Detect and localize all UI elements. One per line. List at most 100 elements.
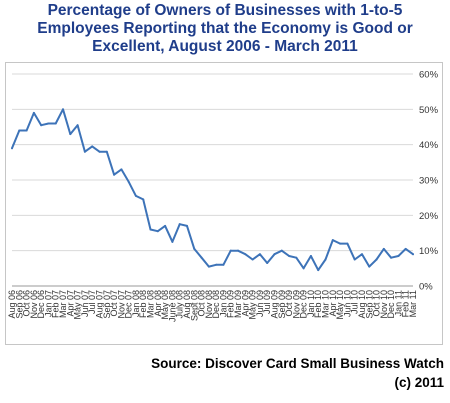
x-tick-label: Jan 09 [218, 290, 228, 317]
data-point [215, 263, 218, 266]
data-point [47, 122, 50, 125]
x-tick-label: May 10 [335, 290, 345, 320]
x-tick-label: Feb 07 [51, 290, 61, 318]
x-tick-label: Jan 08 [131, 290, 141, 317]
x-tick-label: Nov 10 [379, 290, 389, 319]
data-point [40, 124, 43, 127]
data-point [171, 240, 174, 243]
x-tick-label: Jul 07 [87, 290, 97, 314]
data-point [339, 242, 342, 245]
x-tick-label: Jan 10 [306, 290, 316, 317]
data-point [295, 256, 298, 259]
data-point [185, 224, 188, 227]
y-tick-label: 50% [419, 105, 439, 116]
data-point [76, 124, 79, 127]
x-tick-label: July 08 [175, 290, 185, 319]
x-tick-label: May 08 [160, 290, 170, 320]
data-point [134, 194, 137, 197]
data-point [127, 180, 130, 183]
data-point [113, 173, 116, 176]
x-tick-label: Apr 09 [240, 290, 250, 317]
data-point [18, 129, 21, 132]
data-point [244, 253, 247, 256]
data-point [273, 253, 276, 256]
data-point [309, 254, 312, 257]
data-point [229, 249, 232, 252]
data-point [178, 223, 181, 226]
x-tick-label: Oct 08 [197, 290, 207, 317]
data-point [207, 265, 210, 268]
data-point [360, 253, 363, 256]
data-point [251, 258, 254, 261]
data-point [11, 147, 13, 150]
x-tick-label: Aug 06 [7, 290, 17, 319]
x-tick-label: Feb 10 [313, 290, 323, 318]
data-point [302, 267, 305, 270]
x-tick-label: Sep 10 [364, 290, 374, 319]
x-tick-label: Jun 07 [80, 290, 90, 317]
data-point [317, 269, 320, 272]
data-point [193, 247, 196, 250]
chart-title-line: Percentage of Owners of Businesses with … [47, 2, 403, 19]
x-tick-label: Jan 11 [393, 290, 403, 316]
data-point [404, 247, 407, 250]
x-tick-label: Apr 10 [328, 290, 338, 317]
x-tick-label: Sept 08 [189, 290, 199, 321]
data-point [222, 263, 225, 266]
x-tick-label: Apr 08 [153, 290, 163, 317]
y-tick-label: 40% [419, 140, 439, 151]
data-point [25, 129, 28, 132]
data-point [200, 256, 203, 259]
x-tick-label: Dec 08 [211, 290, 221, 319]
copyright-note: (c) 2011 [394, 375, 444, 390]
x-tick-label: Feb 11 [401, 290, 411, 317]
data-point [280, 249, 283, 252]
data-point [69, 133, 72, 136]
chart-title-line: Excellent, August 2006 - March 2011 [92, 38, 358, 55]
chart-title: Percentage of Owners of Businesses with … [0, 2, 450, 56]
y-tick-label: 30% [419, 176, 439, 187]
data-point [258, 253, 261, 256]
y-tick-label: 10% [419, 246, 439, 257]
x-tick-label: Mar 10 [321, 290, 331, 318]
x-tick-label: Aug 07 [94, 290, 104, 319]
x-tick-label: Mar 08 [146, 290, 156, 318]
data-point [62, 108, 65, 111]
data-point [156, 230, 159, 233]
data-point [390, 256, 393, 259]
data-point [83, 150, 86, 153]
data-point [324, 258, 327, 261]
x-tick-label: Nov 08 [204, 290, 214, 319]
x-tick-label: Nov 06 [29, 290, 39, 319]
data-point [149, 228, 152, 231]
data-point [346, 242, 349, 245]
data-point [120, 168, 123, 171]
data-point [142, 198, 145, 201]
x-tick-label: Dec 06 [36, 290, 46, 319]
x-tick-label: Jul 10 [350, 290, 360, 314]
x-tick-label: Sep 09 [277, 290, 287, 319]
data-point [375, 258, 378, 261]
x-tick-label: Jun 09 [255, 290, 265, 317]
data-point [353, 258, 356, 261]
x-tick-label: Jul 09 [262, 290, 272, 314]
x-tick-label: Dec 07 [124, 290, 134, 319]
x-tick-label: Sep 07 [102, 290, 112, 319]
x-tick-label: Aug 09 [269, 290, 279, 319]
x-tick-label: Oct 10 [372, 290, 382, 317]
x-tick-label: Mar 09 [233, 290, 243, 318]
y-tick-label: 60% [419, 70, 439, 81]
data-point [32, 111, 35, 114]
x-tick-label: Feb 09 [226, 290, 236, 318]
x-tick-label: Mar 07 [58, 290, 68, 318]
data-point [237, 249, 240, 252]
data-point [98, 150, 101, 153]
data-point [412, 253, 414, 256]
y-tick-label: 0% [419, 282, 433, 293]
data-point [105, 150, 108, 153]
x-tick-label: Mar 11 [408, 290, 418, 317]
data-point [91, 145, 94, 148]
y-tick-label: 20% [419, 211, 439, 222]
x-tick-label: Nov 09 [291, 290, 301, 319]
